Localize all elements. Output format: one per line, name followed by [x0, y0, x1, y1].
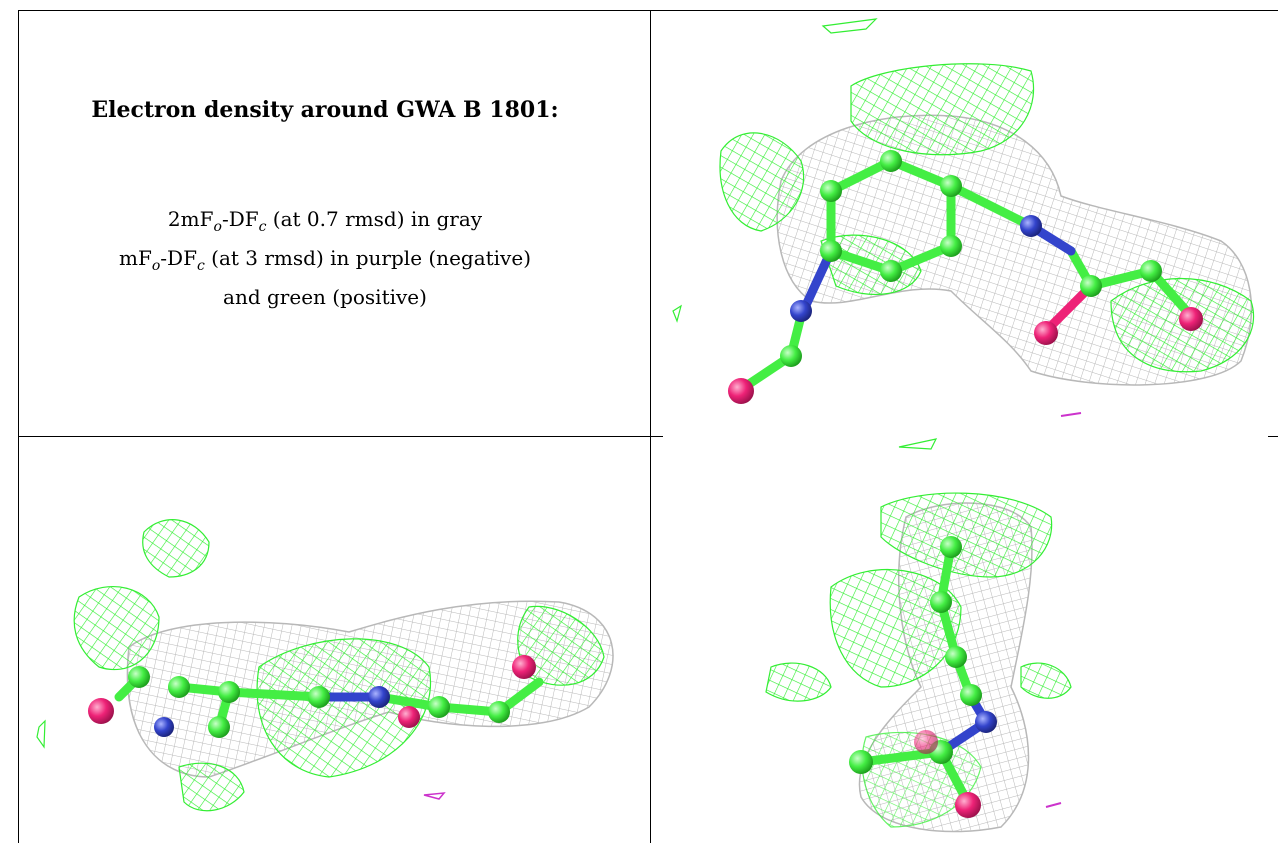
density-view-bottom-left	[19, 437, 650, 843]
density-render-1	[672, 18, 1255, 417]
table-row-divider	[18, 436, 663, 437]
density-view-bottom-right	[651, 437, 1278, 843]
density-view-top-right	[651, 11, 1278, 436]
caption-line-2fofc: 2mFo-DFc (at 0.7 rmsd) in gray	[167, 207, 483, 235]
caption-line-positive: and green (positive)	[223, 285, 427, 309]
table-left-border	[18, 10, 19, 843]
table-row-divider-right	[1268, 436, 1278, 437]
table-top-border	[18, 10, 1278, 11]
figure-description: 2mFo-DFc (at 0.7 rmsd) in gray mFo-DFc (…	[0, 204, 650, 313]
figure-title: Electron density around GWA B 1801:	[91, 97, 559, 123]
caption-line-fofc: mFo-DFc (at 3 rmsd) in purple (negative)	[119, 246, 531, 274]
density-render-2	[36, 519, 614, 812]
density-render-3	[765, 438, 1072, 833]
caption-cell: Electron density around GWA B 1801: 2mFo…	[0, 0, 650, 436]
table-center-divider	[650, 10, 651, 843]
